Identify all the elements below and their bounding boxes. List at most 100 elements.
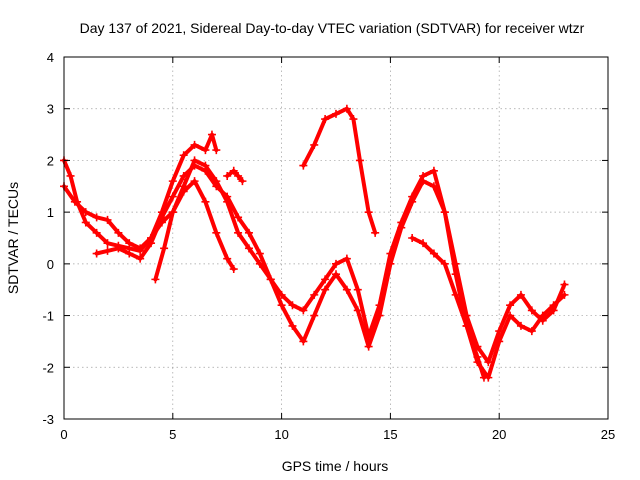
data-point-marker: [495, 327, 504, 336]
data-point-marker: [151, 275, 160, 284]
data-point-marker: [451, 290, 460, 299]
data-point-marker: [321, 275, 330, 284]
data-point-marker: [179, 187, 188, 196]
data-point-marker: [419, 239, 428, 248]
axis-ticks: 0 5 10 15 20 25 -3 -2 -1 0 1 2 3 4: [42, 50, 615, 442]
x-tick-label: 5: [169, 427, 176, 442]
data-point-marker: [549, 306, 558, 315]
x-tick-label: 0: [60, 427, 67, 442]
data-point-marker: [212, 182, 221, 191]
y-tick-label: 4: [47, 50, 54, 65]
data-point-marker: [451, 259, 460, 268]
data-point-marker: [386, 259, 395, 268]
data-point-marker: [479, 373, 488, 382]
data-point-marker: [429, 166, 438, 175]
data-point-marker: [506, 301, 515, 310]
data-point-marker: [342, 285, 351, 294]
data-point-marker: [234, 228, 243, 237]
data-point-marker: [238, 177, 247, 186]
data-point-marker: [157, 213, 166, 222]
data-point-marker: [244, 228, 253, 237]
data-point-marker: [179, 171, 188, 180]
x-tick-label: 15: [383, 427, 397, 442]
series-trace-1: [62, 158, 567, 380]
data-point-marker: [201, 166, 210, 175]
data-point-marker: [310, 311, 319, 320]
data-point-marker: [114, 228, 123, 237]
x-axis-label: GPS time / hours: [282, 458, 389, 474]
data-point-marker: [66, 171, 75, 180]
data-point-marker: [527, 327, 536, 336]
data-point-marker: [147, 239, 156, 248]
data-point-marker: [473, 352, 482, 361]
data-point-marker: [516, 290, 525, 299]
y-tick-label: 3: [47, 102, 54, 117]
data-point-marker: [364, 342, 373, 351]
data-point-marker: [92, 228, 101, 237]
data-point-marker: [201, 146, 210, 155]
data-point-marker: [277, 301, 286, 310]
data-point-marker: [429, 249, 438, 258]
data-point-marker: [190, 161, 199, 170]
data-point-marker: [223, 192, 232, 201]
data-point-marker: [419, 177, 428, 186]
plot-frame: [63, 56, 609, 420]
data-point-marker: [353, 285, 362, 294]
data-point-marker: [538, 316, 547, 325]
data-point-marker: [266, 275, 275, 284]
grid: [64, 57, 608, 419]
series-trace-2: [62, 132, 219, 251]
data-point-marker: [299, 306, 308, 315]
y-tick-label: 1: [47, 205, 54, 220]
data-point-marker: [299, 337, 308, 346]
data-point-marker: [223, 254, 232, 263]
y-tick-label: -1: [42, 309, 54, 324]
data-point-marker: [332, 109, 340, 118]
x-tick-label: 10: [274, 427, 288, 442]
data-point-marker: [440, 208, 449, 217]
y-tick-label: 0: [47, 257, 54, 272]
data-point-marker: [168, 192, 177, 201]
data-point-marker: [516, 321, 525, 330]
data-point-marker: [355, 156, 364, 165]
data-point-marker: [397, 223, 406, 232]
data-point-marker: [299, 161, 308, 170]
data-point-marker: [81, 208, 90, 217]
data-point-marker: [288, 301, 297, 310]
data-point-marker: [321, 285, 330, 294]
data-point-marker: [342, 254, 351, 263]
data-point-marker: [310, 290, 319, 299]
data-point-marker: [190, 177, 199, 186]
data-point-marker: [103, 215, 112, 224]
data-point-marker: [332, 259, 340, 268]
data-point-marker: [371, 228, 380, 237]
data-point-marker: [332, 270, 340, 279]
data-point-marker: [136, 244, 145, 253]
data-point-marker: [484, 358, 493, 367]
data-point-marker: [201, 197, 210, 206]
data-point-marker: [255, 249, 264, 258]
data-point-marker: [103, 246, 112, 255]
y-axis-label: SDTVAR / TECUs: [5, 182, 21, 294]
data-point-marker: [179, 151, 188, 160]
data-point-marker: [527, 306, 536, 315]
data-point-marker: [70, 197, 79, 206]
data-point-marker: [125, 239, 134, 248]
data-point-marker: [310, 140, 319, 149]
data-point-marker: [349, 115, 358, 124]
data-point-marker: [321, 115, 330, 124]
data-point-marker: [207, 130, 216, 139]
series-trace-7: [410, 236, 486, 380]
y-tick-label: -2: [42, 360, 54, 375]
data-point-marker: [462, 321, 471, 330]
data-point-marker: [92, 249, 101, 258]
data-point-marker: [212, 228, 221, 237]
data-point-marker: [342, 104, 351, 113]
data-point-marker: [168, 208, 177, 217]
data-point-marker: [408, 234, 417, 242]
data-point-marker: [190, 140, 199, 149]
data-point-marker: [136, 254, 145, 263]
data-point-marker: [229, 166, 238, 175]
data-point-marker: [223, 171, 232, 180]
